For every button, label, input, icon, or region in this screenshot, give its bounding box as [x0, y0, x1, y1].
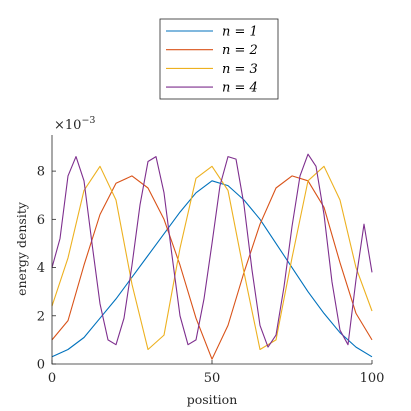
series-line-n1 [51, 180, 373, 358]
y-tick-label: 2 [37, 309, 45, 324]
legend-label-n1: n = 1 [222, 25, 258, 40]
legend-label-n4: n = 4 [222, 81, 258, 96]
y-axis-title: energy density [14, 201, 29, 296]
series-line-n4 [51, 153, 373, 348]
y-tick-label: 8 [37, 165, 45, 180]
x-tick-label: 100 [360, 371, 385, 386]
y-tick-label: 6 [37, 213, 45, 228]
x-tick-label: 0 [48, 371, 56, 386]
y-tick-label: 4 [37, 261, 45, 276]
plot-area: 0 50 100 0 2 4 6 8 [37, 135, 385, 386]
x-tick-label: 50 [204, 371, 221, 386]
y-exponent-label: ×10−3 [54, 115, 95, 133]
series-line-n2 [51, 175, 373, 360]
y-tick-label: 0 [37, 358, 45, 373]
axis-box [51, 135, 372, 365]
legend: n = 1 n = 2 n = 3 n = 4 [159, 18, 279, 100]
series-line-n3 [51, 165, 373, 351]
x-axis-title: position [187, 392, 238, 407]
legend-box [159, 18, 279, 100]
legend-label-n3: n = 3 [222, 62, 258, 77]
legend-label-n2: n = 2 [222, 43, 258, 58]
